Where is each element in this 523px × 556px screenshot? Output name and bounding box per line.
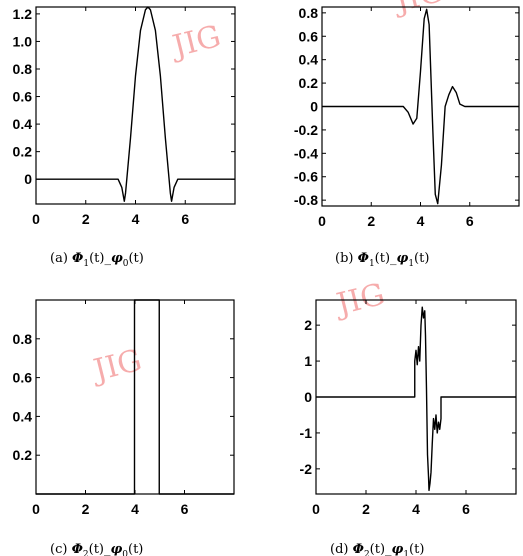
- y-tick-label: 1.0: [13, 33, 33, 49]
- caption-part: (t): [128, 251, 143, 266]
- panel-c: 0 2 4 60.20.40.60.8(c) Φ2(t)_φ0(t): [13, 299, 235, 556]
- y-tick-label: -0.2: [294, 122, 318, 138]
- caption-part: φ: [111, 542, 123, 556]
- y-tick-label: 2: [304, 317, 312, 333]
- caption-part: 0: [122, 550, 128, 556]
- y-tick-label: 0: [304, 389, 312, 405]
- x-tick-label: 0: [32, 211, 40, 227]
- caption-part: φ: [392, 542, 404, 556]
- y-tick-label: -1: [300, 425, 313, 441]
- caption-part: _: [104, 542, 111, 556]
- y-tick-label: 0.4: [299, 52, 319, 68]
- caption-part: Φ: [353, 542, 365, 556]
- caption-part: (t): [414, 251, 429, 266]
- y-tick-label: 0.2: [299, 75, 319, 91]
- caption-part: (c): [50, 542, 72, 556]
- x-tick-label: 0: [32, 501, 40, 517]
- y-tick-label: 0.6: [13, 89, 33, 105]
- panels-group: 0 2 4 600.20.40.60.81.01.2(a) Φ1(t)_φ0(t)0 2…: [13, 5, 520, 556]
- caption-part: 2: [83, 550, 89, 556]
- x-tick-label: 6: [466, 213, 474, 229]
- x-tick-label: 6: [181, 211, 189, 227]
- y-tick-label: 0.2: [13, 144, 33, 160]
- x-tick-label: 2: [367, 213, 375, 229]
- y-tick-label: -0.4: [294, 145, 318, 161]
- caption-part: (t): [409, 542, 424, 556]
- watermark-b: JIG: [389, 0, 447, 20]
- y-tick-label: 0: [24, 171, 32, 187]
- x-tick-label: 6: [181, 501, 189, 517]
- caption-part: (t): [89, 542, 104, 556]
- caption-part: 0: [123, 259, 129, 269]
- y-tick-label: 0.8: [299, 5, 319, 21]
- caption-part: φ: [397, 251, 409, 266]
- y-tick-label: -2: [300, 461, 313, 477]
- y-tick-label: -0.6: [294, 169, 318, 185]
- y-tick-label: 0.8: [13, 61, 33, 77]
- watermark-layer: JIG JIG JIG JIG: [87, 0, 446, 389]
- y-tick-label: 0.2: [13, 447, 33, 463]
- y-tick-label: 0.4: [13, 408, 33, 424]
- y-tick-label: 0: [310, 99, 318, 115]
- panel-b: 0 2 4 6-0.8-0.6-0.4-0.200.20.40.60.8(b) Φ1(…: [294, 5, 520, 269]
- caption-part: _: [385, 542, 392, 556]
- x-tick-label: 6: [462, 501, 470, 517]
- y-tick-label: 1: [304, 353, 312, 369]
- caption-part: 1: [83, 259, 89, 269]
- caption-part: (t): [128, 542, 143, 556]
- series-line-c: [36, 299, 234, 495]
- caption-part: Φ: [72, 251, 84, 266]
- caption-part: (t): [89, 251, 104, 266]
- x-tick-label: 4: [412, 501, 420, 517]
- caption-part: φ: [111, 251, 123, 266]
- x-tick-label: 2: [82, 501, 90, 517]
- caption-part: _: [104, 251, 111, 266]
- caption-b: (b) Φ1(t)_φ1(t): [335, 251, 429, 269]
- x-tick-label: 4: [131, 501, 139, 517]
- caption-part: (t): [375, 251, 390, 266]
- caption-part: Φ: [72, 542, 84, 556]
- series-line-b: [322, 8, 519, 205]
- series-line-d: [316, 306, 516, 492]
- caption-c: (c) Φ2(t)_φ0(t): [50, 542, 143, 556]
- caption-part: Φ: [358, 251, 370, 266]
- watermark-c: JIG: [87, 343, 145, 389]
- caption-part: (d): [330, 542, 353, 556]
- caption-a: (a) Φ1(t)_φ0(t): [50, 251, 144, 269]
- caption-d: (d) Φ2(t)_φ1(t): [330, 542, 424, 556]
- y-tick-label: -0.8: [294, 192, 318, 208]
- y-tick-label: 0.6: [13, 370, 33, 386]
- y-tick-label: 0.8: [13, 331, 33, 347]
- x-tick-label: 0: [312, 501, 320, 517]
- caption-part: (a): [50, 251, 72, 266]
- panel-a: 0 2 4 600.20.40.60.81.01.2(a) Φ1(t)_φ0(t): [13, 6, 236, 269]
- y-tick-label: 0.6: [299, 28, 319, 44]
- caption-part: 1: [408, 259, 414, 269]
- watermark-a: JIG: [166, 19, 224, 65]
- caption-part: 2: [364, 550, 370, 556]
- x-tick-label: 2: [362, 501, 370, 517]
- caption-part: (b): [335, 251, 358, 266]
- caption-part: (t): [370, 542, 385, 556]
- x-tick-label: 4: [417, 213, 425, 229]
- y-tick-label: 1.2: [13, 6, 33, 22]
- x-tick-label: 4: [132, 211, 140, 227]
- y-tick-label: 0.4: [13, 116, 33, 132]
- caption-part: 1: [403, 550, 409, 556]
- x-tick-label: 2: [82, 211, 90, 227]
- x-tick-label: 0: [318, 213, 326, 229]
- series-line-a: [36, 6, 235, 202]
- caption-part: 1: [369, 259, 375, 269]
- caption-part: _: [390, 251, 397, 266]
